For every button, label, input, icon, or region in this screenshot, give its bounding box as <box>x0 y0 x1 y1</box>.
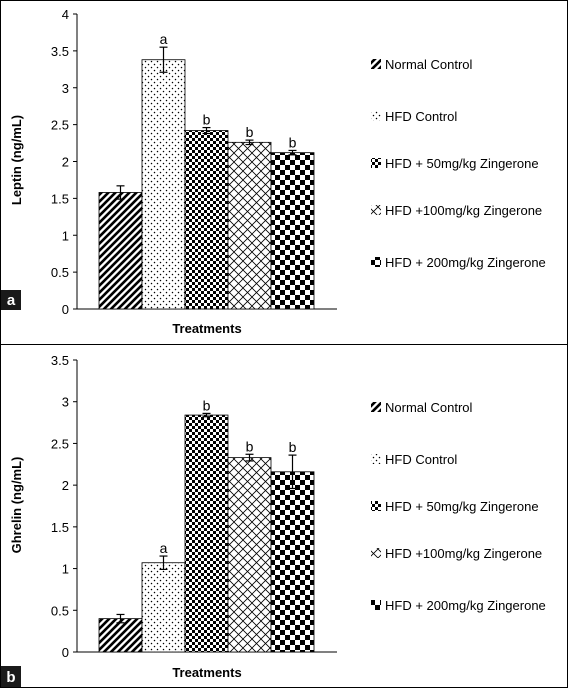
error-bar <box>288 454 297 490</box>
legend-label: HFD Control <box>385 452 457 467</box>
legend-swatch <box>371 59 381 69</box>
y-tick-label: 1.5 <box>51 520 69 535</box>
legend-label: HFD + 50mg/kg Zingerone <box>385 499 539 514</box>
chart-panel-b: Ghrelin (ng/mL) Treatments 0 0.5 1 1.5 2 2.5 3… <box>9 353 546 680</box>
legend-label: HFD Control <box>385 109 457 124</box>
significance-label: b <box>289 439 297 455</box>
y-tick-label: 1.5 <box>51 191 69 206</box>
y-tick-label: 0.5 <box>51 603 69 618</box>
bar <box>141 562 186 653</box>
legend-label: HFD + 50mg/kg Zingerone <box>385 156 539 171</box>
legend-item: Normal Control <box>371 57 473 72</box>
significance-label: b <box>203 397 211 413</box>
legend-label: HFD + 200mg/kg Zingerone <box>385 255 546 270</box>
error-bar <box>202 126 211 135</box>
bar <box>184 130 229 310</box>
legend-label: Normal Control <box>385 400 473 415</box>
y-tick-label: 3.5 <box>51 44 69 59</box>
y-axis-label: Leptin (ng/mL) <box>9 115 24 205</box>
y-axis-label: Ghrelin (ng/mL) <box>9 457 24 554</box>
y-tick-label: 3.5 <box>51 353 69 368</box>
error-bar <box>202 412 211 418</box>
legend-label: HFD +100mg/kg Zingerone <box>385 546 542 561</box>
bar <box>98 618 143 653</box>
y-tick-label: 0 <box>62 645 69 660</box>
significance-label: b <box>246 438 254 454</box>
legend-swatch <box>371 257 381 267</box>
legend-item: HFD +100mg/kg Zingerone <box>371 546 542 561</box>
panel-label-b-box <box>1 666 21 687</box>
legend-swatch <box>371 454 381 464</box>
legend-label: HFD + 200mg/kg Zingerone <box>385 598 546 613</box>
legend-item: HFD + 50mg/kg Zingerone <box>371 156 539 171</box>
panel-label-b: b <box>6 669 15 686</box>
y-tick-label: 0 <box>62 302 69 317</box>
legend-swatch <box>371 402 381 412</box>
significance-label: a <box>160 31 168 47</box>
y-tick-label: 2.5 <box>51 436 69 451</box>
bar <box>141 59 186 310</box>
bar <box>270 152 315 310</box>
bar <box>184 414 229 653</box>
significance-label: b <box>203 112 211 128</box>
legend-label: Normal Control <box>385 57 473 72</box>
chart-panel-a: Leptin (ng/mL) Treatments 0 0.5 1 1.5 2 2.5 3 3… <box>9 7 546 336</box>
legend-item: HFD +100mg/kg Zingerone <box>371 203 542 218</box>
legend-swatch <box>371 158 381 168</box>
legend-swatch <box>371 111 381 121</box>
legend-item: HFD + 200mg/kg Zingerone <box>371 598 546 613</box>
error-bar <box>159 46 168 73</box>
y-tick-label: 4 <box>62 7 69 22</box>
legend-item: Normal Control <box>371 400 473 415</box>
x-axis-label: Treatments <box>172 321 241 336</box>
y-tick-label: 1 <box>62 228 69 243</box>
panel-label-a-box <box>1 290 21 310</box>
y-tick-label: 0.5 <box>51 265 69 280</box>
legend-swatch <box>371 501 381 511</box>
legend-item: HFD + 50mg/kg Zingerone <box>371 499 539 514</box>
y-tick-label: 2.5 <box>51 118 69 133</box>
error-bar <box>116 613 125 624</box>
bar <box>227 141 272 310</box>
error-bar <box>116 185 125 200</box>
bar <box>98 192 143 310</box>
y-tick-label: 1 <box>62 562 69 577</box>
bar <box>270 471 315 653</box>
y-tick-label: 2 <box>62 478 69 493</box>
legend-swatch <box>371 205 381 215</box>
significance-label: a <box>160 540 168 556</box>
significance-label: b <box>246 124 254 140</box>
legend-label: HFD +100mg/kg Zingerone <box>385 203 542 218</box>
legend-swatch <box>371 548 381 558</box>
error-bar <box>159 555 168 571</box>
panel-label-a: a <box>7 292 16 309</box>
bar <box>227 457 272 653</box>
legend-item: HFD Control <box>371 109 457 124</box>
error-bar <box>288 149 297 156</box>
y-tick-label: 2 <box>62 155 69 170</box>
error-bar <box>245 453 254 462</box>
legend-item: HFD + 200mg/kg Zingerone <box>371 255 546 270</box>
y-tick-label: 3 <box>62 81 69 96</box>
significance-label: b <box>289 134 297 150</box>
legend-swatch <box>371 600 381 610</box>
error-bar <box>245 139 254 146</box>
legend-item: HFD Control <box>371 452 457 467</box>
x-axis-label: Treatments <box>172 665 241 680</box>
y-tick-label: 3 <box>62 395 69 410</box>
